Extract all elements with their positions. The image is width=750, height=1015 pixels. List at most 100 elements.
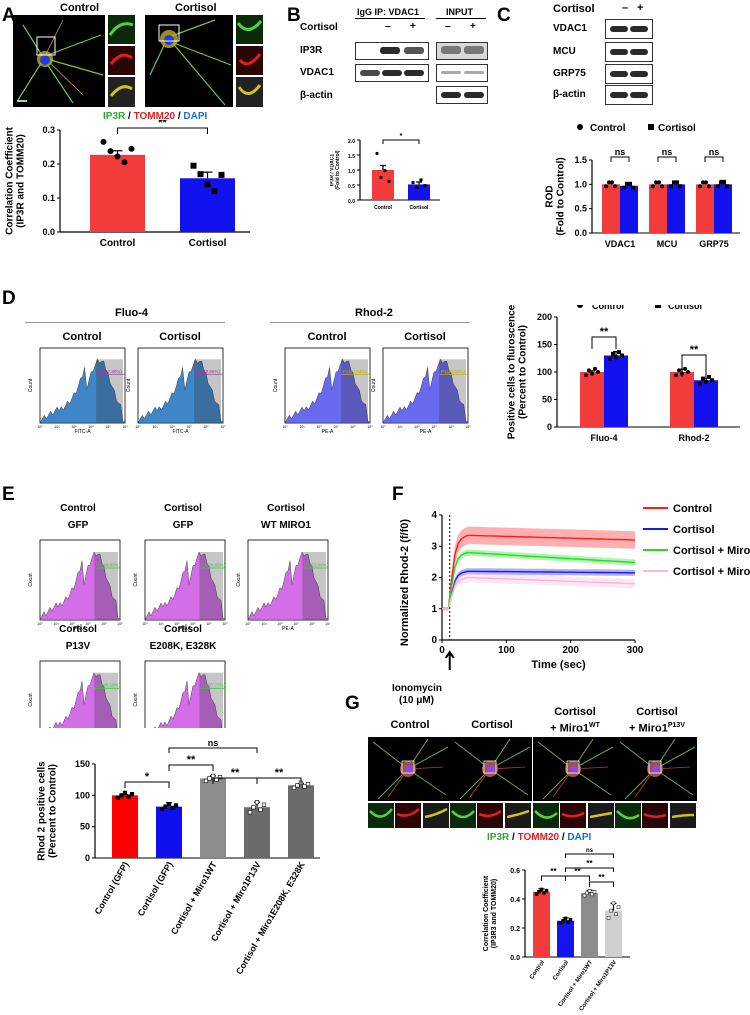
e-hist-2-x-tick: 10⁰ [325, 622, 330, 626]
e-hist-2-x-tick: 10⁰ [277, 622, 283, 626]
f-x-tick-label: 100 [498, 645, 515, 656]
e-sig-label: ns [208, 738, 219, 748]
g-bar-1 [557, 920, 574, 957]
panel-label-c: C [497, 5, 511, 26]
a-zoom-merge-control [108, 77, 135, 107]
c-bar [602, 184, 620, 233]
c-point [678, 184, 682, 189]
d-sig-bracket [591, 336, 617, 349]
c-sig-bracket [657, 156, 677, 162]
d-hist-1-x-tick: 10⁰ [203, 425, 209, 429]
e-y-tick-label: 100 [75, 790, 90, 800]
d-point [611, 351, 615, 356]
d-hist-title: Control [307, 331, 346, 343]
e-hist-title-1: Cortisol [164, 503, 202, 514]
c-point [704, 180, 708, 185]
e-hist-title-1: Cortisol [59, 624, 97, 635]
e-point [258, 807, 263, 812]
d-point [704, 379, 708, 384]
c-minus: – [622, 2, 629, 14]
e-hist-2-x-tick: 10⁰ [309, 622, 315, 626]
d-hist-0-x-tick: 10⁰ [122, 425, 128, 429]
d-point [593, 366, 597, 371]
e-hist-1-gate-label: P3(39.93%) [201, 562, 225, 567]
d-y-tick-label: 0 [547, 422, 552, 432]
d-sig-bracket [681, 354, 707, 377]
e-point [295, 783, 300, 788]
c-y-tick-label: 1.5 [574, 155, 587, 165]
chart-f-plot: 0 1 2 3 4 0 100 200 300 Time (sec) Normalized Rhod… [399, 503, 750, 671]
b-y-tick-label: 1.0 [348, 169, 355, 175]
g-x-tick-label: Control [529, 959, 546, 980]
d-hist-2-x-tick: 10⁰ [350, 425, 356, 429]
d-point [683, 366, 687, 371]
g-micrograph-0 [368, 737, 450, 801]
c-bar [620, 185, 638, 233]
d-hist-2-x-tick: 10⁰ [282, 425, 288, 429]
chart-e-plot: 0 50 100 150 Rhod 2 positive cells(Percent t… [37, 738, 320, 976]
e-point [119, 793, 124, 798]
c-blot-grp75 [605, 64, 653, 84]
d-point [587, 368, 591, 373]
b-point [379, 175, 383, 180]
d-hist-3-hist-shape [382, 358, 469, 424]
c-point [631, 185, 635, 190]
d-hist-0-x-tick: 10⁰ [105, 425, 111, 429]
c-row-actin: β-actin [553, 89, 586, 100]
e-hist-0-x-label: PE-A [74, 626, 86, 632]
a-sig-label: ** [158, 120, 167, 129]
e-hist-4-gate-region [199, 672, 223, 728]
e-sig-bracket [168, 747, 258, 753]
c-legend-control: Control [590, 123, 626, 134]
e-point [166, 802, 172, 807]
g-zoom-0-2 [422, 803, 449, 828]
b-bar-1 [408, 184, 430, 200]
c-point [607, 180, 611, 185]
e-bar-3 [244, 807, 270, 858]
f-ionomycin-arrow [444, 650, 455, 670]
e-y-tick-label: 150 [75, 759, 90, 769]
e-point [115, 795, 121, 800]
d-bar [580, 372, 604, 427]
panel-label-b: B [287, 5, 301, 26]
c-point [701, 180, 705, 185]
c-point [725, 184, 729, 189]
g-point [592, 890, 597, 894]
d-point [710, 378, 714, 383]
e-hist-0-x-tick: 10⁰ [117, 622, 123, 626]
e-point [163, 804, 168, 809]
g-zoom-2-2 [587, 803, 614, 828]
g-header-3: Cortisol + Miro1P13V [629, 706, 685, 735]
d-hist-0-gate-label: P2(47.80%) [98, 369, 122, 374]
b-sig-label: * [400, 133, 403, 140]
c-y-label: ROD(Fold to Control) [545, 157, 567, 235]
c-y-tick-label: 0.0 [574, 228, 587, 238]
e-hist-2-x-tick: 10⁰ [293, 622, 299, 626]
d-hist-1-hist-shape [137, 358, 224, 424]
g-zoom-2-1 [560, 803, 587, 828]
g-bar-2 [581, 893, 598, 957]
b-point [423, 184, 427, 188]
d-hist-0-x-tick: 10⁰ [71, 425, 77, 429]
d-hist-1-x-label: FITC-A [172, 429, 189, 435]
chart-c: Control Cortisol 0.0 0.5 1.0 1.5 ROD(Fold to C… [545, 123, 740, 249]
g-point [566, 920, 570, 924]
e-hist-2-x-tick: 10℩ [261, 622, 267, 626]
d-hist-0-x-tick: 10⁰ [37, 425, 43, 429]
e-hist-title-1: Control [60, 503, 96, 514]
g-point [587, 889, 592, 893]
b-minus-2: – [445, 21, 451, 32]
e-y-tick-label: 0 [85, 853, 90, 863]
f-y-tick-label: 1 [431, 604, 437, 615]
f-line-3 [442, 576, 636, 610]
g-stain-legend: IP3R / TOMM20 / DAPI [487, 832, 592, 843]
a-label-cortisol: Cortisol [175, 2, 217, 14]
d-hist-3-x-tick: 10⁰ [414, 425, 420, 429]
e-sig-label: ** [187, 754, 196, 766]
e-hist-group: Control GFP P3(48.83%) PE-A Count 10⁰ 10℩ 10⁰ 10… [28, 503, 330, 728]
d-point [614, 355, 618, 360]
c-plus: + [637, 2, 644, 14]
c-point [657, 180, 661, 185]
b-input-label: INPUT [446, 7, 473, 17]
c-bar [696, 184, 714, 233]
